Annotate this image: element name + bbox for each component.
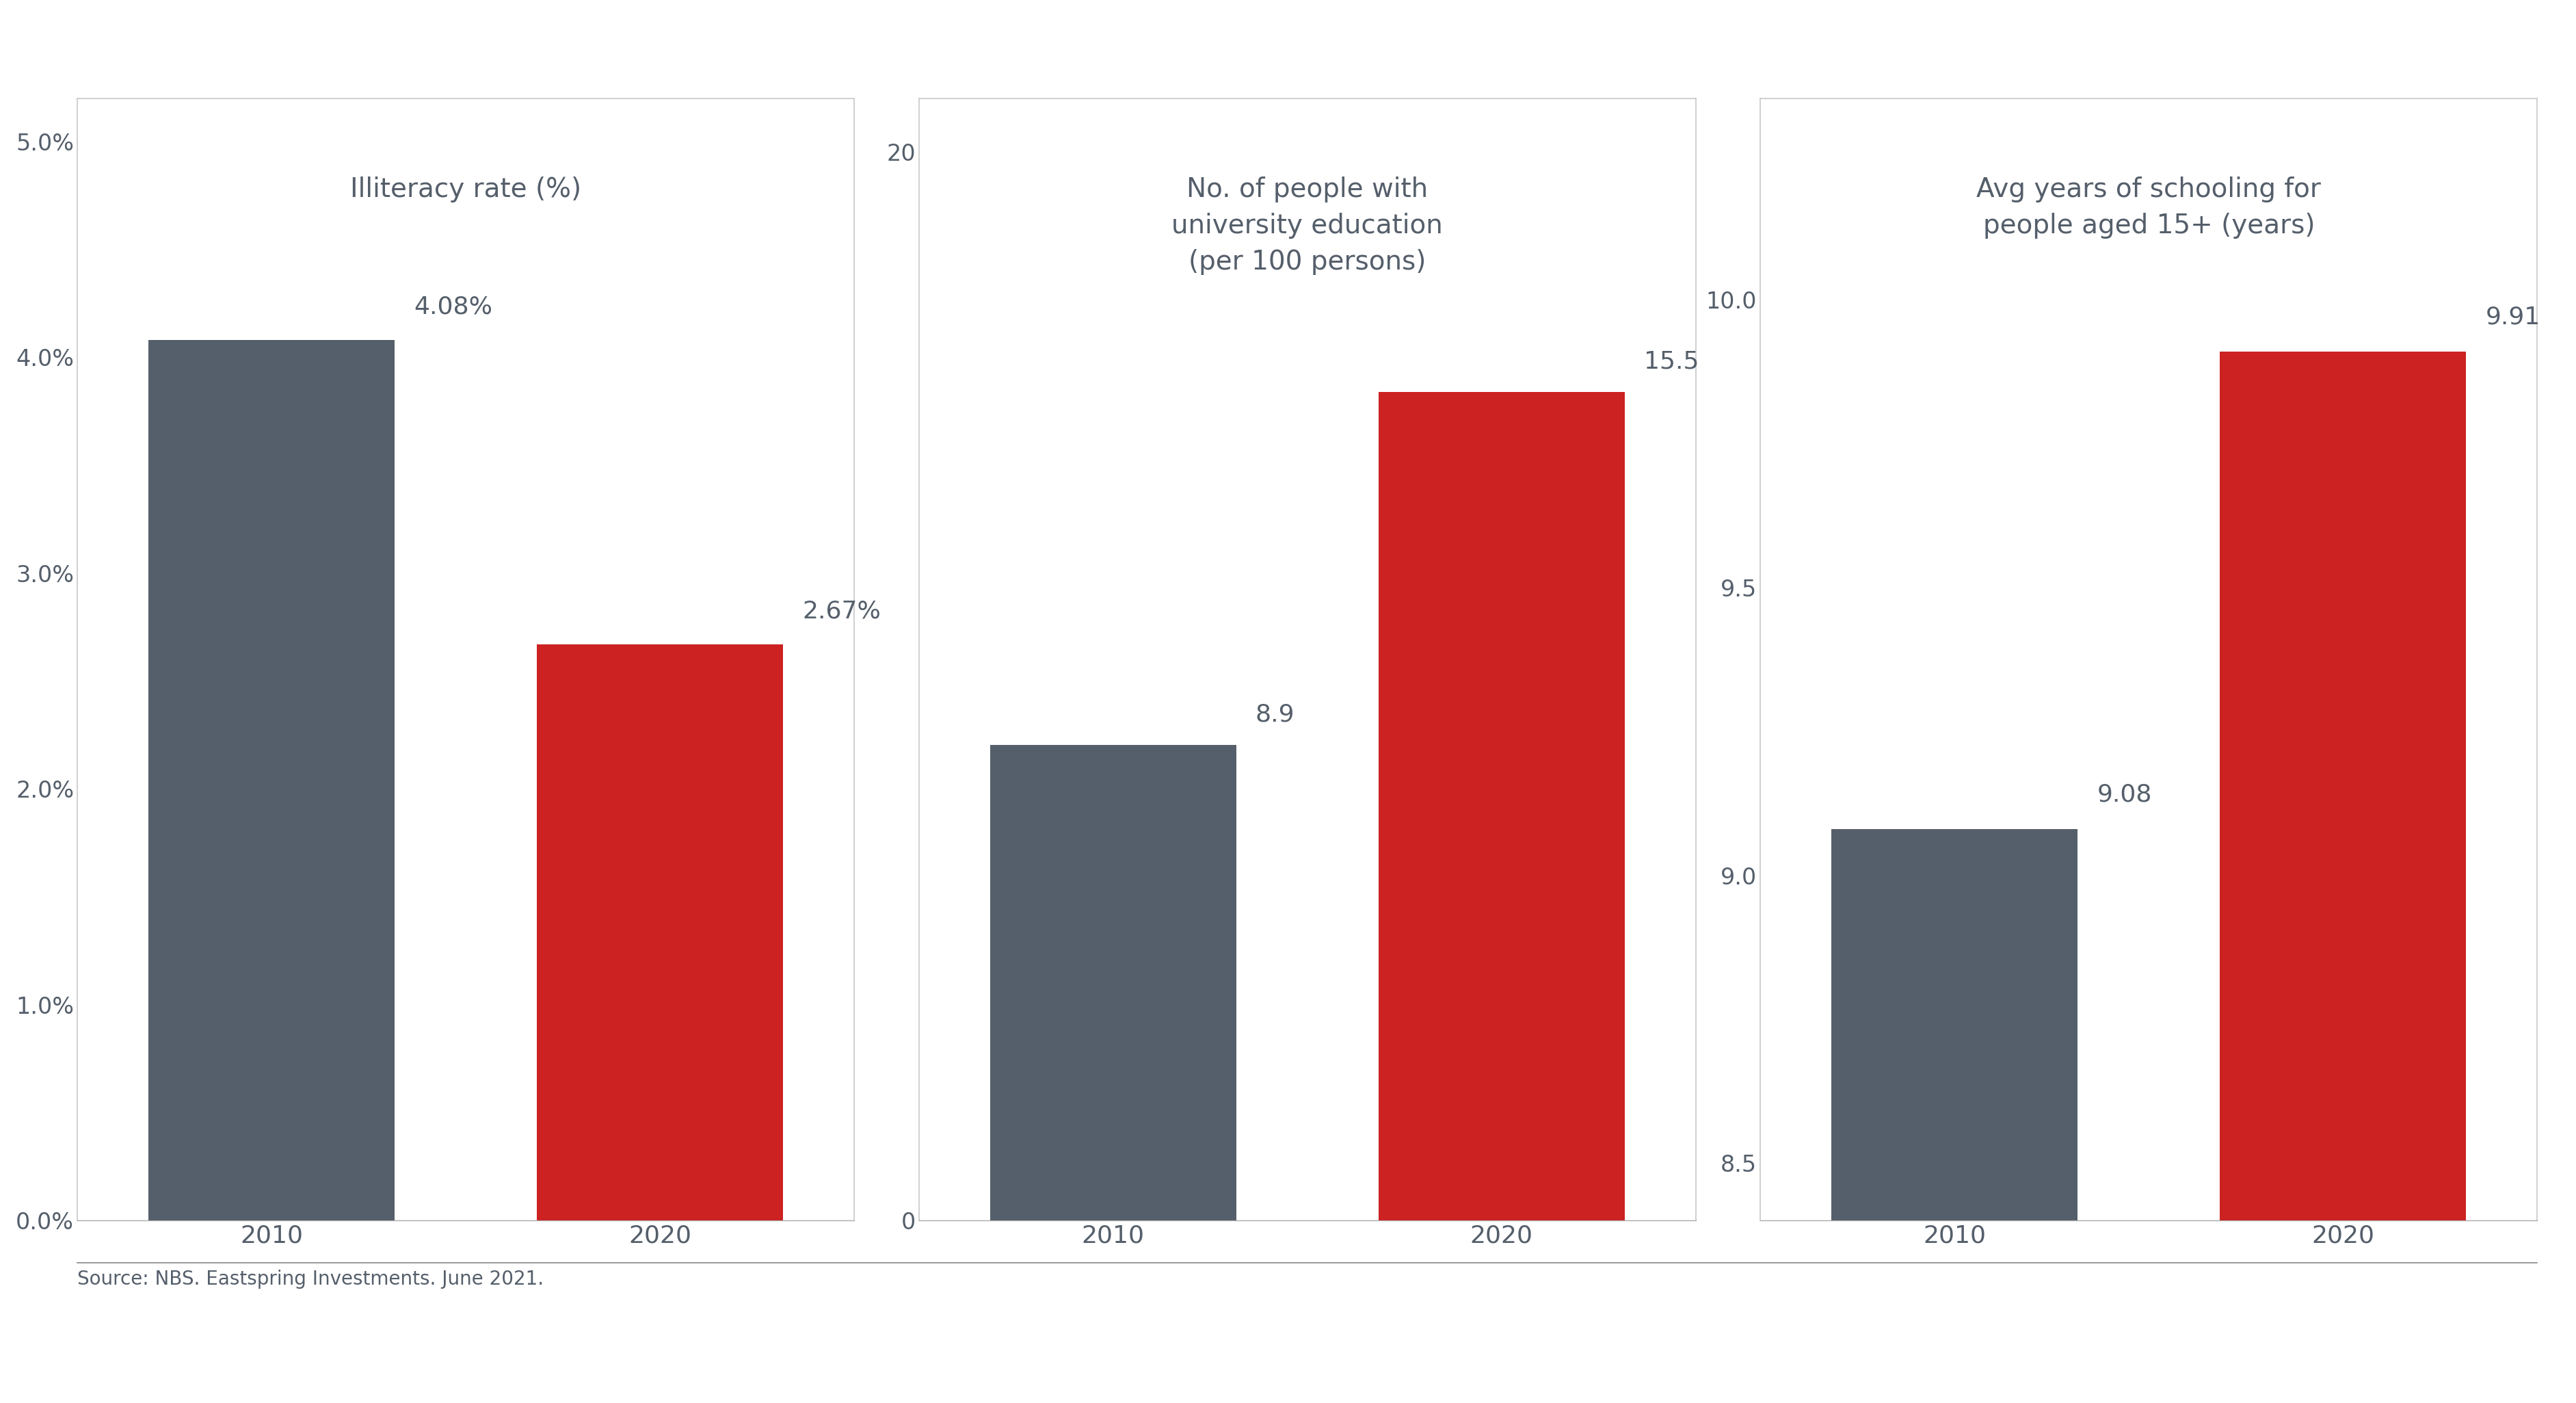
Text: 4.08%: 4.08% <box>415 295 492 318</box>
Text: 9.91: 9.91 <box>2486 306 2540 328</box>
Bar <box>2221 352 2465 1403</box>
Text: No. of people with
university education
(per 100 persons): No. of people with university education … <box>1172 177 1443 275</box>
Bar <box>989 745 1236 1221</box>
Text: 2.67%: 2.67% <box>804 599 881 623</box>
Text: Avg years of schooling for
people aged 15+ (years): Avg years of schooling for people aged 1… <box>1976 177 2321 239</box>
Text: Illiteracy rate (%): Illiteracy rate (%) <box>350 177 582 203</box>
Text: 15.5: 15.5 <box>1643 351 1700 373</box>
Bar <box>536 644 783 1221</box>
Bar <box>1832 829 2079 1403</box>
Bar <box>1378 393 1625 1221</box>
Text: Source: NBS. Eastspring Investments. June 2021.: Source: NBS. Eastspring Investments. Jun… <box>77 1270 544 1289</box>
Text: 8.9: 8.9 <box>1255 703 1296 727</box>
Bar <box>149 340 394 1221</box>
Text: 9.08: 9.08 <box>2097 783 2151 807</box>
